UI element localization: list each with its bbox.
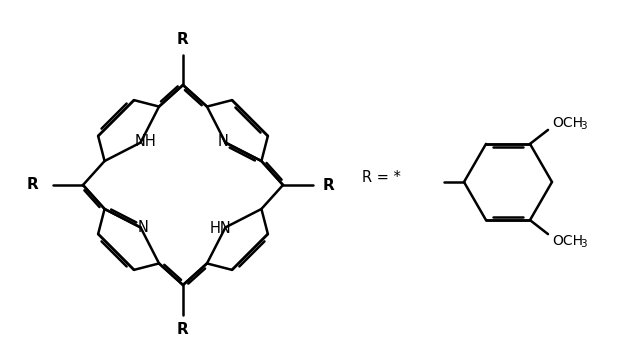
Text: 3: 3 [580,121,587,131]
Text: R: R [26,178,38,193]
Text: N: N [137,220,148,235]
Text: R: R [177,32,189,47]
Text: R: R [322,178,334,193]
Text: 3: 3 [580,239,587,249]
Text: OCH: OCH [552,234,583,248]
Text: N: N [218,134,229,149]
Text: R: R [177,323,189,337]
Text: NH: NH [134,134,156,149]
Text: HN: HN [209,221,231,236]
Text: OCH: OCH [552,116,583,130]
Text: R = *: R = * [362,170,401,186]
